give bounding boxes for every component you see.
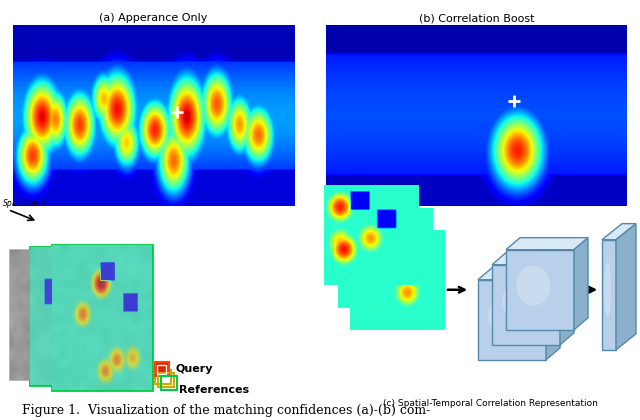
- Polygon shape: [560, 253, 574, 345]
- Polygon shape: [478, 268, 560, 280]
- Bar: [10, 249, 100, 380]
- Text: References: References: [179, 385, 249, 395]
- Bar: [30, 247, 125, 385]
- Polygon shape: [506, 249, 574, 330]
- Bar: [100, 268, 122, 290]
- Bar: [30, 247, 125, 385]
- Bar: [12, 255, 97, 350]
- Bar: [155, 370, 171, 384]
- Polygon shape: [492, 253, 574, 265]
- Polygon shape: [478, 280, 546, 360]
- Polygon shape: [574, 238, 588, 330]
- Ellipse shape: [502, 281, 536, 321]
- Title: (a) Apperance Only: (a) Apperance Only: [99, 13, 208, 23]
- Bar: [155, 362, 169, 376]
- Bar: [161, 376, 177, 390]
- Text: (c) Spatial-Temporal Correlation Representation: (c) Spatial-Temporal Correlation Represe…: [383, 399, 597, 408]
- Text: Figure 1.  Visualization of the matching confidences (a)-(b) com-: Figure 1. Visualization of the matching …: [22, 404, 431, 417]
- Polygon shape: [602, 240, 616, 350]
- Ellipse shape: [488, 296, 522, 336]
- Polygon shape: [546, 268, 560, 360]
- Text: Query: Query: [175, 364, 212, 374]
- Polygon shape: [616, 223, 636, 350]
- Bar: [52, 245, 152, 390]
- Text: Space-time: Space-time: [3, 199, 46, 207]
- Polygon shape: [506, 238, 588, 249]
- Polygon shape: [602, 223, 636, 240]
- Bar: [157, 365, 166, 374]
- Bar: [158, 373, 174, 387]
- Title: (b) Correlation Boost: (b) Correlation Boost: [419, 13, 534, 23]
- Ellipse shape: [516, 266, 550, 306]
- Bar: [52, 245, 152, 390]
- Polygon shape: [492, 265, 560, 345]
- Ellipse shape: [604, 262, 611, 317]
